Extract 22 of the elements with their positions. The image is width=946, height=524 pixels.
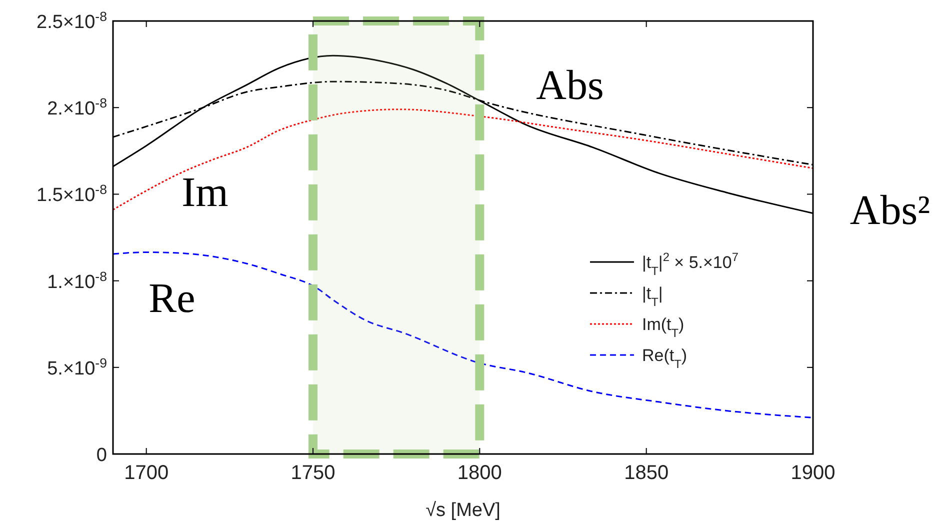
annotation: Im: [182, 170, 229, 216]
x-axis-title: √s [MeV]: [426, 500, 500, 521]
y-tick-label: 1.5×10$^{-8}$: [36, 182, 107, 206]
x-tick-label: 1750: [290, 462, 336, 484]
annotation: Re: [148, 276, 196, 322]
y-tick-label: 2.5×10$^{-8}$: [36, 8, 107, 33]
legend-label: |t$_{T}$|: [642, 284, 663, 309]
y-tick-label: 5.×10$^{-9}$: [47, 354, 107, 380]
legend-label: |t$_{T}$|$^{2}$ × 5.×10$^{7}$: [642, 250, 739, 278]
line-series: [112, 108, 814, 211]
y-tick-label: 2.×10$^{-8}$: [47, 95, 107, 120]
text: Abs²: [850, 188, 930, 234]
y-tick-label: 1.×10$^{-8}$: [47, 268, 107, 293]
legend-label: Im(t$_{T}$): [642, 315, 684, 340]
x-tick-label: 1700: [124, 462, 169, 484]
x-tick-label: 1800: [457, 462, 502, 484]
y-tick-label: 0: [96, 445, 107, 466]
x-tick-label: 1850: [624, 462, 669, 484]
legend-label: Re(t$_{T}$): [642, 346, 688, 371]
line-series: [112, 251, 814, 418]
x-tick-label: 1900: [790, 462, 836, 484]
annotation: Abs: [536, 63, 604, 109]
